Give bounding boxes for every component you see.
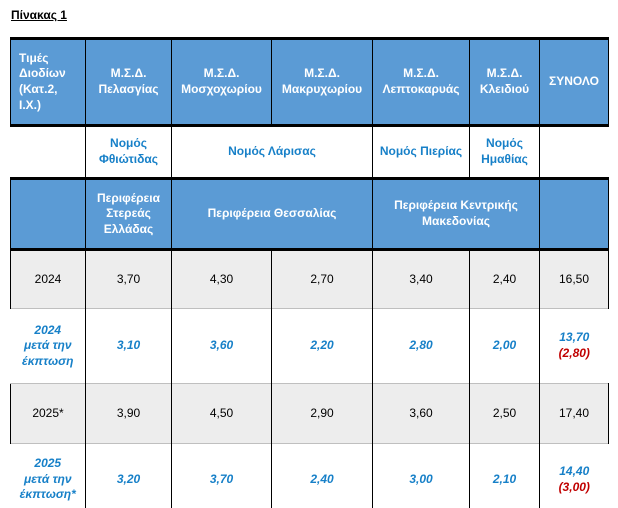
total-header-cell: ΣΥΝΟΛΟ	[539, 37, 609, 127]
toll-value-cell: 2,00	[469, 308, 540, 384]
total-discount-note: (3,00)	[558, 479, 590, 494]
total-value: 13,70	[559, 330, 590, 345]
toll-value-cell: 3,40	[372, 249, 470, 309]
empty-cell	[10, 125, 86, 180]
prefecture-cell: Νομός Πιερίας	[372, 125, 470, 180]
station-header-cell: Μ.Σ.Δ. Κλειδιού	[469, 37, 540, 127]
table-title: Πίνακας 1	[11, 8, 67, 22]
toll-prices-table: Τιμές Διοδίων (Κατ.2, Ι.Χ.) Μ.Σ.Δ. Πελασ…	[10, 37, 609, 508]
region-cell: Περιφέρεια Στερεάς Ελλάδας	[85, 178, 172, 251]
data-row-2025: 2025* 3,90 4,50 2,90 3,60 2,50 17,40	[10, 383, 609, 444]
header-row-stations: Τιμές Διοδίων (Κατ.2, Ι.Χ.) Μ.Σ.Δ. Πελασ…	[10, 37, 609, 127]
station-header-cell: Μ.Σ.Δ. Μοσχοχωρίου	[171, 37, 272, 127]
data-row-2025-discount: 2025 μετά την έκπτωση* 3,20 3,70 2,40 3,…	[10, 443, 609, 508]
empty-cell	[539, 125, 609, 180]
toll-value-cell: 2,40	[271, 443, 373, 508]
prefectures-row: Νομός Φθιώτιδας Νομός Λάρισας Νομός Πιερ…	[10, 125, 609, 180]
toll-value-cell: 3,10	[85, 308, 172, 384]
toll-value-cell: 2,10	[469, 443, 540, 508]
station-header-cell: Μ.Σ.Δ. Μακρυχωρίου	[271, 37, 373, 127]
toll-value-cell: 2,70	[271, 249, 373, 309]
total-value-cell: 14,40 (3,00)	[539, 443, 609, 508]
region-cell: Περιφέρεια Θεσσαλίας	[171, 178, 373, 251]
toll-value-cell: 3,00	[372, 443, 470, 508]
toll-value-cell: 4,30	[171, 249, 272, 309]
year-cell: 2024 μετά την έκπτωση	[10, 308, 86, 384]
station-header-cell: Μ.Σ.Δ. Λεπτοκαρυάς	[372, 37, 470, 127]
prefecture-cell: Νομός Φθιώτιδας	[85, 125, 172, 180]
empty-cell	[539, 178, 609, 251]
year-cell: 2024	[10, 249, 86, 309]
year-label: 2024	[34, 322, 62, 337]
total-value-cell: 17,40	[539, 383, 609, 444]
toll-value-cell: 3,70	[85, 249, 172, 309]
toll-value-cell: 2,90	[271, 383, 373, 444]
toll-value-cell: 3,70	[171, 443, 272, 508]
year-label: 2025	[34, 456, 62, 471]
toll-value-cell: 3,60	[372, 383, 470, 444]
toll-value-cell: 2,40	[469, 249, 540, 309]
toll-value-cell: 3,60	[171, 308, 272, 384]
total-value-cell: 13,70 (2,80)	[539, 308, 609, 384]
year-note-label: μετά την έκπτωση	[22, 338, 74, 368]
total-discount-note: (2,80)	[558, 346, 590, 360]
price-category-header-cell: Τιμές Διοδίων (Κατ.2, Ι.Χ.)	[10, 37, 86, 127]
station-header-cell: Μ.Σ.Δ. Πελασγίας	[85, 37, 172, 127]
empty-cell	[10, 178, 86, 251]
year-cell: 2025 μετά την έκπτωση*	[10, 443, 86, 508]
total-value-cell: 16,50	[539, 249, 609, 309]
data-row-2024-discount: 2024 μετά την έκπτωση 3,10 3,60 2,20 2,8…	[10, 308, 609, 384]
toll-value-cell: 3,20	[85, 443, 172, 508]
year-note-label: μετά την έκπτωση*	[19, 471, 76, 502]
toll-value-cell: 3,90	[85, 383, 172, 444]
region-cell: Περιφέρεια Κεντρικής Μακεδονίας	[372, 178, 540, 251]
total-value: 14,40	[559, 463, 590, 478]
toll-value-cell: 2,50	[469, 383, 540, 444]
toll-value-cell: 4,50	[171, 383, 272, 444]
toll-value-cell: 2,20	[271, 308, 373, 384]
data-row-2024: 2024 3,70 4,30 2,70 3,40 2,40 16,50	[10, 249, 609, 309]
regions-row: Περιφέρεια Στερεάς Ελλάδας Περιφέρεια Θε…	[10, 178, 609, 251]
toll-value-cell: 2,80	[372, 308, 470, 384]
year-cell: 2025*	[10, 383, 86, 444]
prefecture-cell: Νομός Λάρισας	[171, 125, 373, 180]
prefecture-cell: Νομός Ημαθίας	[469, 125, 540, 180]
